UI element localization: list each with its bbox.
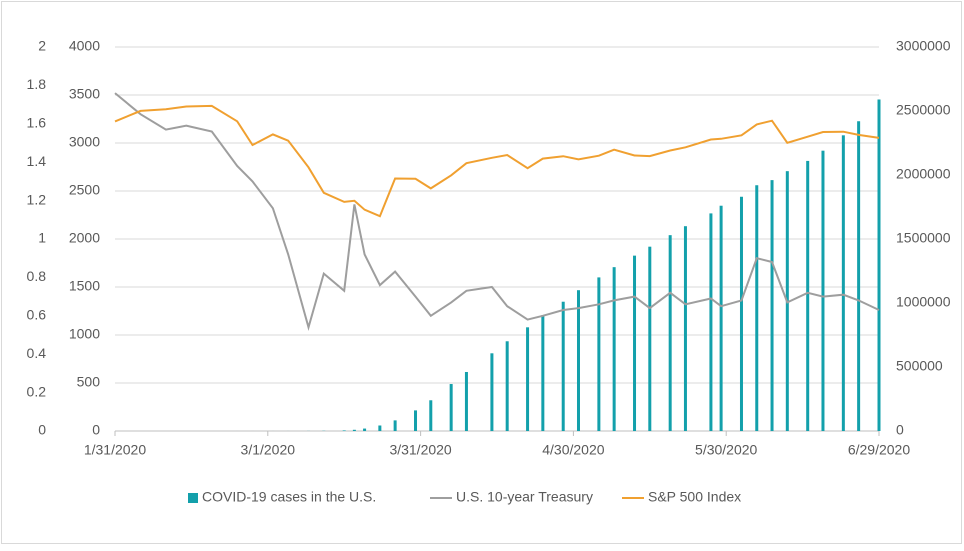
bar [648,247,651,431]
y2-tick-label: 4000 [69,38,100,54]
bar [414,410,417,431]
y-tick-label: 1.6 [27,115,47,131]
bar [378,425,381,431]
bar [526,327,529,431]
bar [541,315,544,431]
bar [562,302,565,431]
y3-tick-label: 2000000 [896,166,951,182]
bar [506,341,509,431]
y-tick-label: 1.4 [27,153,47,169]
bar [613,267,616,431]
y-tick-label: 0 [38,422,46,438]
bar [633,256,636,431]
x-tick-label: 3/1/2020 [241,442,296,458]
bar [720,206,723,431]
x-tick-label: 6/29/2020 [848,442,910,458]
bar [465,372,468,431]
x-tick-label: 1/31/2020 [84,442,146,458]
y-tick-label: 1.8 [27,76,47,92]
bar [490,353,493,431]
bar [353,430,356,431]
y-tick-label: 0.2 [27,383,47,399]
bar [577,290,580,431]
bar [821,151,824,431]
y2-tick-label: 2000 [69,230,100,246]
bar [450,384,453,431]
x-tick-label: 4/30/2020 [542,442,604,458]
y3-tick-label: 0 [896,422,904,438]
x-tick-label: 5/30/2020 [695,442,757,458]
bar [597,277,600,431]
bar [684,226,687,431]
y2-tick-label: 3500 [69,86,100,102]
bar [857,121,860,431]
legend-label: COVID-19 cases in the U.S. [202,489,376,505]
bar [709,213,712,431]
y-tick-label: 0.8 [27,268,47,284]
bar [343,430,346,431]
y2-tick-label: 3000 [69,134,100,150]
bar [740,197,743,431]
legend-label: U.S. 10-year Treasury [456,489,593,505]
y2-tick-label: 500 [77,374,101,390]
y-tick-label: 1.2 [27,191,47,207]
y2-tick-label: 1000 [69,326,100,342]
y3-tick-label: 1000000 [896,294,951,310]
y2-tick-label: 0 [92,422,100,438]
bar [755,185,758,431]
bar [771,180,774,431]
bar [806,161,809,431]
x-tick-label: 3/31/2020 [389,442,451,458]
y-tick-label: 0.4 [27,345,47,361]
y-tick-label: 0.6 [27,307,47,323]
bar [394,420,397,431]
y-tick-label: 1 [38,230,46,246]
bar [363,429,366,431]
bar [842,135,845,431]
bar [429,400,432,431]
y3-tick-label: 3000000 [896,38,951,54]
legend-label: S&P 500 Index [648,489,741,505]
y-tick-label: 2 [38,38,46,54]
bar [669,235,672,431]
y2-tick-label: 1500 [69,278,100,294]
y3-tick-label: 1500000 [896,230,951,246]
bar [878,99,881,431]
y2-tick-label: 2500 [69,182,100,198]
legend-swatch [188,493,198,503]
chart-border [2,2,962,544]
y3-tick-label: 500000 [896,358,943,374]
y3-tick-label: 2500000 [896,102,951,118]
